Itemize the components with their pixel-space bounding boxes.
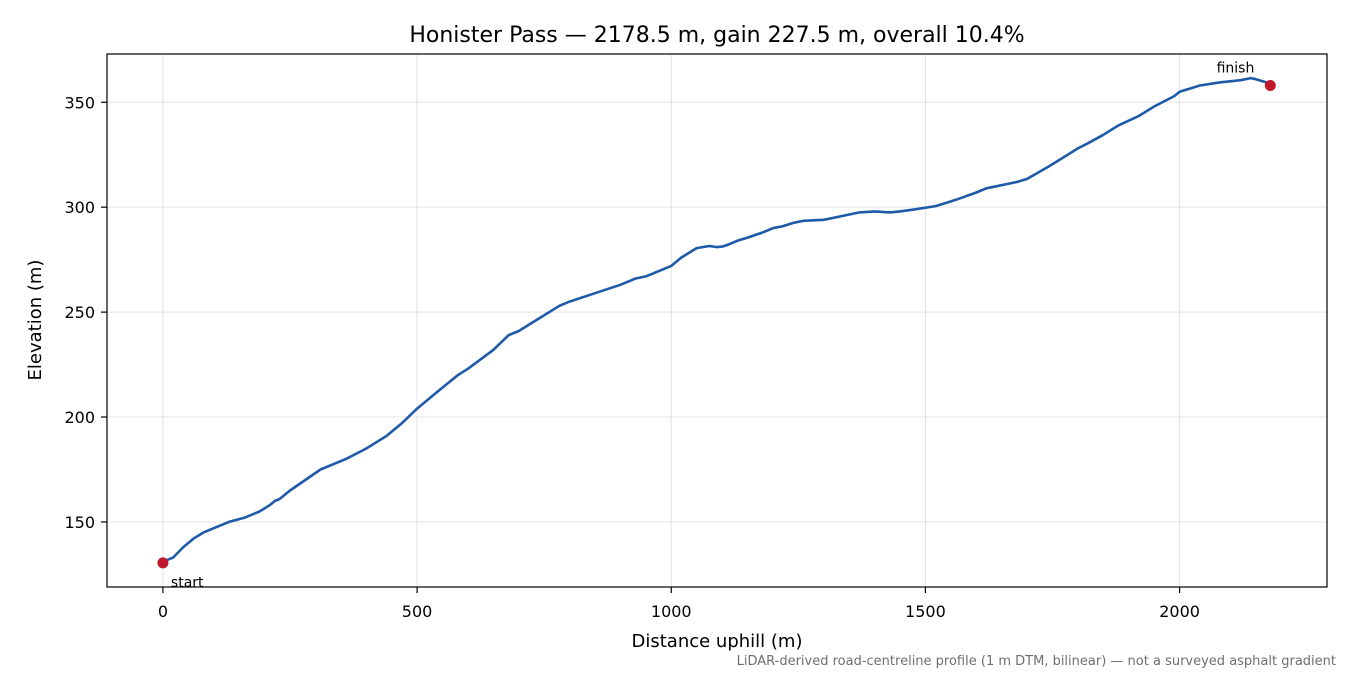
x-axis-label: Distance uphill (m) <box>632 631 803 652</box>
y-axis-ticks: 150 200 250 300 350 <box>64 93 107 532</box>
plot-frame <box>106 53 1328 588</box>
x-tick-label: 0 <box>158 602 168 621</box>
y-tick-label: 300 <box>64 198 95 217</box>
y-axis-label: Elevation (m) <box>25 260 46 381</box>
footnote: LiDAR-derived road-centreline profile (1… <box>737 654 1336 669</box>
x-tick-label: 500 <box>402 602 433 621</box>
elevation-line <box>161 76 1272 564</box>
x-tick-label: 2000 <box>1159 602 1200 621</box>
chart-title: Honister Pass — 2178.5 m, gain 227.5 m, … <box>409 23 1024 48</box>
endpoint-markers: start finish <box>157 60 1276 591</box>
y-tick-label: 150 <box>64 513 95 532</box>
finish-marker <box>1264 79 1276 91</box>
x-tick-label: 1500 <box>905 602 946 621</box>
x-tick-label: 1000 <box>651 602 692 621</box>
grid-lines <box>107 54 1327 587</box>
finish-label: finish <box>1217 60 1255 76</box>
y-tick-label: 250 <box>64 303 95 322</box>
y-tick-label: 200 <box>64 408 95 427</box>
start-marker <box>157 557 169 569</box>
start-label: start <box>171 575 204 591</box>
y-tick-label: 350 <box>64 93 95 112</box>
x-axis-ticks: 0 500 1000 1500 2000 <box>158 587 1200 621</box>
